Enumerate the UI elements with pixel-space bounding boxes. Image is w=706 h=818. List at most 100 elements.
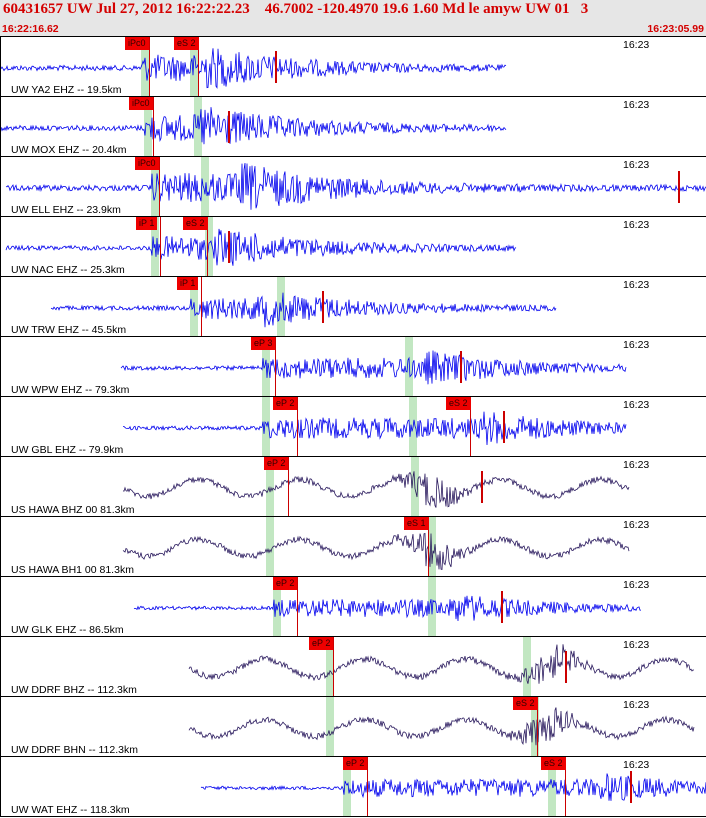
channel-label: UW YA2 EHZ -- 19.5km [11,84,122,96]
panel-time-label: 16:23 [623,459,650,471]
waveform [122,411,627,446]
panel-time-label: 16:23 [623,759,650,771]
pick-window-band [428,517,436,576]
pick-line [198,37,199,96]
panel-time-label: 16:23 [623,339,650,351]
panel-time-label: 16:23 [623,699,650,711]
pick-window-band [151,157,159,216]
waveform-line [1,48,507,89]
pick-window-band [343,757,351,816]
channel-label: UW TRW EHZ -- 45.5km [11,324,127,336]
waveform [1,48,507,89]
pick-line [207,217,208,276]
pick-window-band [190,37,198,96]
phase-pick-tag[interactable]: eP 2 [309,637,334,650]
panel-time-label: 16:23 [623,519,650,531]
pick-window-band [262,397,270,456]
pick-window-band [201,157,209,216]
phase-pick-tag[interactable]: eS 2 [446,397,471,410]
channel-label: UW MOX EHZ -- 20.4km [11,144,127,156]
phase-pick-tag[interactable]: eS 2 [513,697,538,710]
pick-window-band [266,457,274,516]
pick-line [367,757,368,816]
trace-panel[interactable]: eS 1 16:23 US HAWA BH1 00 81.3km [0,516,706,577]
channel-label: US HAWA BHZ 00 81.3km [11,504,135,516]
waveform [1,107,507,145]
phase-pick-tag[interactable]: iP 1 [177,277,199,290]
trace-panel[interactable]: iP 1 16:23 UW TRW EHZ -- 45.5km [0,276,706,337]
waveform-line [1,107,507,145]
trace-panel[interactable]: eP 2 16:23 US HAWA BHZ 00 81.3km [0,456,706,517]
phase-pick-tag[interactable]: eP 2 [273,397,298,410]
panel-time-label: 16:23 [623,579,650,591]
pick-line [288,457,289,516]
panel-time-label: 16:23 [623,39,650,51]
phase-pick-tag[interactable]: eS 2 [183,217,208,230]
pick-line [333,637,334,696]
panel-time-label: 16:23 [623,639,650,651]
waveform-line [122,471,630,508]
seismogram-stack[interactable]: iPc0 eS 2 16:23 UW YA2 EHZ -- 19.5km iPc0 16:… [0,36,706,818]
pick-line [160,217,161,276]
pick-window-band [266,517,274,576]
pick-line [537,697,538,756]
phase-pick-tag[interactable]: eS 2 [541,757,566,770]
pick-line [297,397,298,456]
phase-pick-tag[interactable]: eP 3 [251,337,276,350]
channel-label: UW ELL EHZ -- 23.9km [11,204,121,216]
channel-label: UW WAT EHZ -- 118.3km [11,804,130,816]
trace-panel[interactable]: iPc0 16:23 UW ELL EHZ -- 23.9km [0,156,706,217]
waveform-line [5,228,517,266]
waveform-line [122,411,627,446]
waveform-line [188,644,695,684]
waveform [188,707,695,746]
panel-time-label: 16:23 [623,219,650,231]
trace-panel[interactable]: eS 2 16:23 UW DDRF BHN -- 112.3km [0,696,706,757]
phase-pick-tag[interactable]: iPc0 [125,37,149,50]
phase-pick-tag[interactable]: eS 1 [404,517,429,530]
pick-line [201,277,202,336]
trace-panel[interactable]: eP 2 16:23 UW GLK EHZ -- 86.5km [0,576,706,637]
trace-panel[interactable]: eP 2 eS 2 16:23 UW WAT EHZ -- 118.3km [0,756,706,817]
pick-line [275,337,276,396]
pick-window-band [326,697,334,756]
panel-time-label: 16:23 [623,99,650,111]
trace-panel[interactable]: iPc0 eS 2 16:23 UW YA2 EHZ -- 19.5km [0,36,706,97]
channel-label: US HAWA BH1 00 81.3km [11,564,134,576]
waveform-line [188,707,695,746]
pick-window-band [273,577,281,636]
trace-panel[interactable]: eP 2 eS 2 16:23 UW GBL EHZ -- 79.9km [0,396,706,457]
trace-panel[interactable]: iPc0 16:23 UW MOX EHZ -- 20.4km [0,96,706,157]
channel-label: UW GBL EHZ -- 79.9km [11,444,124,456]
start-time: 16:22:16.62 [2,23,59,35]
trace-panel[interactable]: eP 2 16:23 UW DDRF BHZ -- 112.3km [0,636,706,697]
pick-window-band [277,277,285,336]
waveform [5,228,517,266]
pick-line [428,517,429,576]
pick-window-band [428,577,436,636]
waveform [50,291,557,328]
trace-panel[interactable]: eP 3 16:23 UW WPW EHZ -- 79.3km [0,336,706,397]
phase-pick-tag[interactable]: iP 1 [136,217,158,230]
phase-pick-tag[interactable]: eP 2 [343,757,368,770]
trace-panel[interactable]: iP 1 eS 2 16:23 UW NAC EHZ -- 25.3km [0,216,706,277]
pick-line [159,157,160,216]
pick-line [153,97,154,156]
header-bar: 60431657 UW Jul 27, 2012 16:22:22.23 46.… [0,0,706,36]
pick-window-band [548,757,556,816]
pick-window-band [205,217,213,276]
pick-window-band [326,637,334,696]
phase-pick-tag[interactable]: iPc0 [129,97,153,110]
waveform [120,350,627,385]
phase-pick-tag[interactable]: eS 2 [174,37,199,50]
channel-label: UW WPW EHZ -- 79.3km [11,384,130,396]
panel-time-label: 16:23 [623,279,650,291]
waveform-line [122,532,630,571]
phase-pick-tag[interactable]: eP 2 [273,577,298,590]
phase-pick-tag[interactable]: iPc0 [135,157,159,170]
pick-line [565,757,566,816]
pick-window-band [523,637,531,696]
waveform [133,591,642,623]
phase-pick-tag[interactable]: eP 2 [264,457,289,470]
waveform-line [50,292,557,328]
